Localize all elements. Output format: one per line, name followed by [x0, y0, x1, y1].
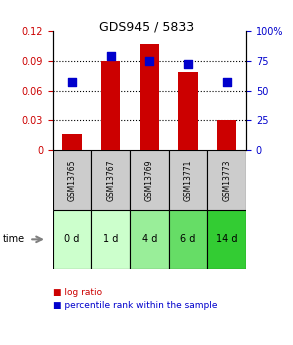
FancyBboxPatch shape	[130, 150, 169, 209]
Text: GSM13767: GSM13767	[106, 159, 115, 200]
Text: 1 d: 1 d	[103, 234, 118, 244]
Text: 6 d: 6 d	[180, 234, 196, 244]
Point	[224, 79, 229, 85]
Text: GSM13769: GSM13769	[145, 159, 154, 200]
Point	[108, 53, 113, 59]
FancyBboxPatch shape	[169, 209, 207, 269]
Bar	[178, 72, 198, 150]
Text: 0 d: 0 d	[64, 234, 80, 244]
Bar	[101, 61, 120, 150]
Text: ■ log ratio: ■ log ratio	[53, 288, 102, 297]
FancyBboxPatch shape	[53, 150, 91, 209]
FancyBboxPatch shape	[53, 209, 91, 269]
Text: time: time	[3, 234, 25, 244]
Bar	[140, 44, 159, 150]
FancyBboxPatch shape	[91, 150, 130, 209]
Bar	[217, 120, 236, 150]
Text: 4 d: 4 d	[142, 234, 157, 244]
Text: GSM13765: GSM13765	[68, 159, 76, 200]
Text: GSM13771: GSM13771	[184, 159, 193, 200]
Point	[186, 62, 190, 67]
FancyBboxPatch shape	[91, 209, 130, 269]
FancyBboxPatch shape	[207, 150, 246, 209]
FancyBboxPatch shape	[130, 209, 169, 269]
Point	[70, 79, 74, 85]
Text: GDS945 / 5833: GDS945 / 5833	[99, 21, 194, 34]
FancyBboxPatch shape	[207, 209, 246, 269]
Text: GSM13773: GSM13773	[222, 159, 231, 200]
Text: 14 d: 14 d	[216, 234, 238, 244]
Text: ■ percentile rank within the sample: ■ percentile rank within the sample	[53, 302, 217, 310]
Bar	[62, 134, 82, 150]
Point	[147, 58, 152, 63]
FancyBboxPatch shape	[169, 150, 207, 209]
